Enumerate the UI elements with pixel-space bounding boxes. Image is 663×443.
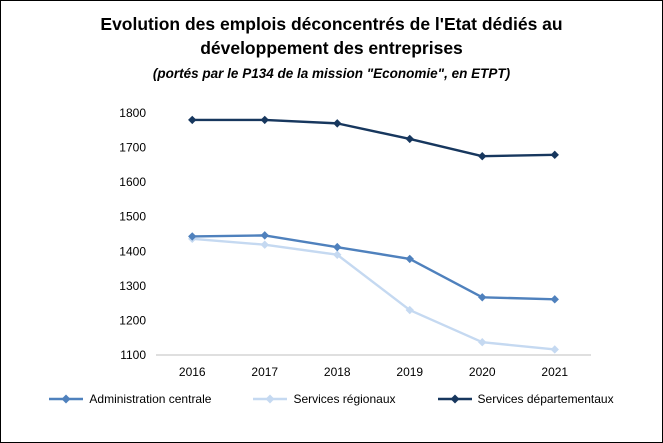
line-chart: 1100 1200 1300 1400 1500 1600 1700 1800 2016 2017…	[119, 106, 591, 379]
x-tick-label: 2019	[396, 365, 423, 379]
legend-item: Services régionaux	[253, 392, 396, 407]
data-point-marker-icon	[478, 152, 487, 161]
legend-label: Services régionaux	[293, 392, 396, 407]
legend-marker-icon	[253, 394, 288, 404]
data-point-marker-icon	[550, 295, 559, 304]
legend-marker-icon	[437, 394, 472, 404]
series-line	[192, 118, 555, 158]
y-tick-label: 1500	[119, 210, 146, 224]
x-tick-label: 2016	[179, 365, 206, 379]
data-point-marker-icon	[333, 243, 342, 252]
data-point-marker-icon	[478, 338, 487, 347]
legend-label: Administration centrale	[89, 392, 212, 407]
x-tick-label: 2020	[469, 365, 496, 379]
data-point-marker-icon	[550, 150, 559, 160]
legend-marker-icon	[49, 394, 84, 404]
y-tick-label: 1400	[119, 245, 146, 259]
data-point-marker-icon	[333, 250, 342, 260]
y-tick-label: 1300	[119, 279, 146, 293]
y-tick-label: 1200	[119, 314, 146, 328]
x-tick-label: 2021	[541, 365, 568, 379]
data-point-marker-icon	[260, 240, 269, 250]
series-line	[192, 234, 555, 301]
data-point-marker-icon	[260, 115, 269, 125]
chart-legend: Administration centrale Services régionau…	[1, 392, 662, 406]
y-tick-label: 1800	[119, 106, 146, 120]
chart-title: Evolution des emplois déconcentrés de l'…	[100, 14, 563, 58]
data-point-marker-icon	[405, 306, 414, 315]
y-tick-label: 1100	[120, 348, 146, 362]
legend-label: Services départementaux	[477, 392, 614, 407]
legend-item: Administration centrale	[49, 392, 211, 406]
chart-subtitle: (portés par le P134 de la mission "Econo…	[152, 66, 511, 82]
x-tick-label: 2018	[324, 365, 351, 379]
data-point-marker-icon	[405, 134, 414, 144]
legend-item: Services départementaux	[437, 392, 614, 407]
data-point-marker-icon	[405, 254, 414, 264]
y-tick-label: 1600	[119, 175, 146, 189]
data-point-marker-icon	[188, 232, 197, 241]
data-point-marker-icon	[333, 119, 342, 128]
data-point-marker-icon	[478, 293, 487, 302]
data-point-marker-icon	[188, 115, 197, 125]
x-tick-label: 2017	[251, 365, 278, 379]
series-line	[192, 237, 555, 351]
y-tick-label: 1700	[119, 141, 146, 155]
data-point-marker-icon	[550, 345, 559, 354]
data-point-marker-icon	[260, 231, 269, 240]
